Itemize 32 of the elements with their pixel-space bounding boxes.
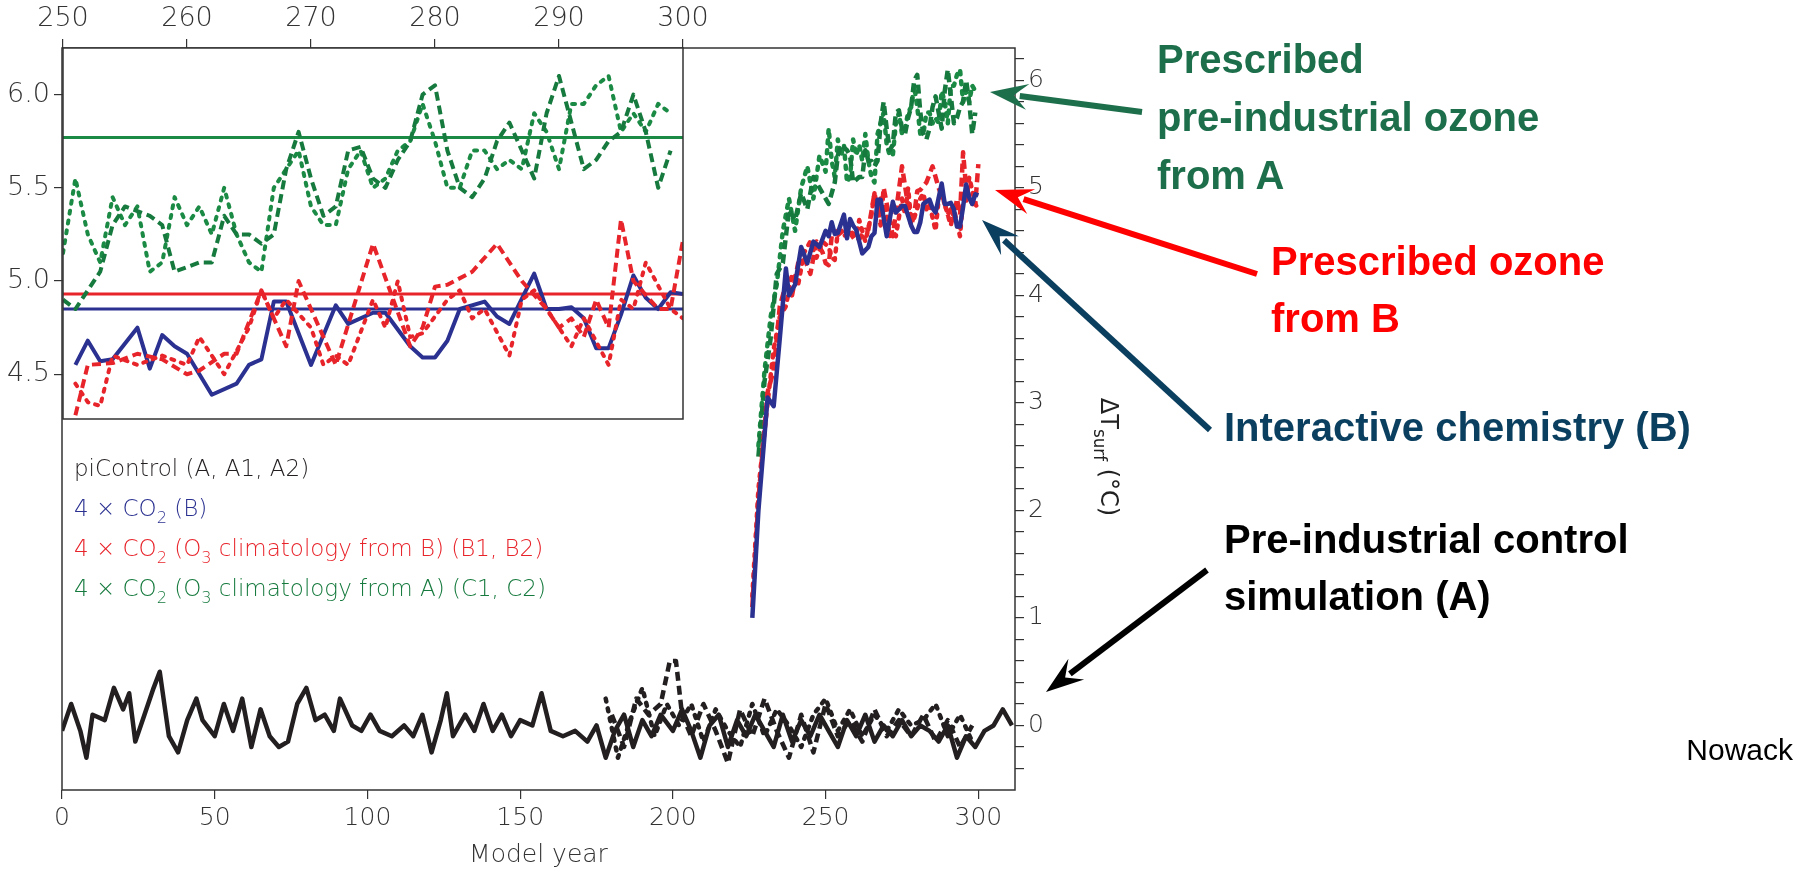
y-axis-title: ΔTsurf (°C) bbox=[1089, 397, 1123, 517]
x-axis-title: Model year bbox=[469, 838, 609, 868]
x-tick-label: 300 bbox=[657, 0, 709, 32]
text: Prescribed ozone from B bbox=[1271, 239, 1605, 340]
x-tick-label: 290 bbox=[533, 0, 585, 32]
y-tick-label: 6 bbox=[1028, 63, 1044, 93]
y-tick-label: 0 bbox=[1028, 708, 1044, 738]
text: piControl (A, A1, A2) bbox=[74, 455, 310, 481]
y-tick-label: 3 bbox=[1028, 386, 1044, 416]
text: Nowack bbox=[1686, 733, 1794, 766]
x-tick-label: 260 bbox=[161, 0, 213, 32]
x-tick-label: 0 bbox=[54, 801, 70, 831]
y-tick-label: 4.5 bbox=[7, 356, 50, 388]
text: Interactive chemistry (B) bbox=[1224, 405, 1691, 449]
x-tick-label: 280 bbox=[409, 0, 461, 32]
x-tick-label: 270 bbox=[285, 0, 337, 32]
x-tick-label: 100 bbox=[343, 801, 392, 831]
text: Prescribed pre-industrial ozone from A bbox=[1157, 37, 1540, 197]
y-tick-label: 5.5 bbox=[7, 169, 50, 201]
y-tick-label: 2 bbox=[1028, 493, 1044, 523]
text: Pre-industrial control simulation (A) bbox=[1224, 517, 1629, 618]
x-tick-label: 250 bbox=[37, 0, 89, 32]
x-tick-label: 250 bbox=[801, 801, 850, 831]
x-tick-label: 300 bbox=[954, 801, 1003, 831]
x-tick-label: 50 bbox=[198, 801, 231, 831]
x-tick-label: 200 bbox=[649, 801, 697, 831]
y-tick-label: 1 bbox=[1028, 601, 1044, 631]
y-tick-label: 5.0 bbox=[7, 263, 50, 295]
x-tick-label: 150 bbox=[496, 801, 545, 831]
y-tick-label: 5 bbox=[1028, 171, 1044, 201]
y-tick-label: 4 bbox=[1028, 278, 1044, 308]
y-tick-label: 6.0 bbox=[7, 76, 50, 108]
